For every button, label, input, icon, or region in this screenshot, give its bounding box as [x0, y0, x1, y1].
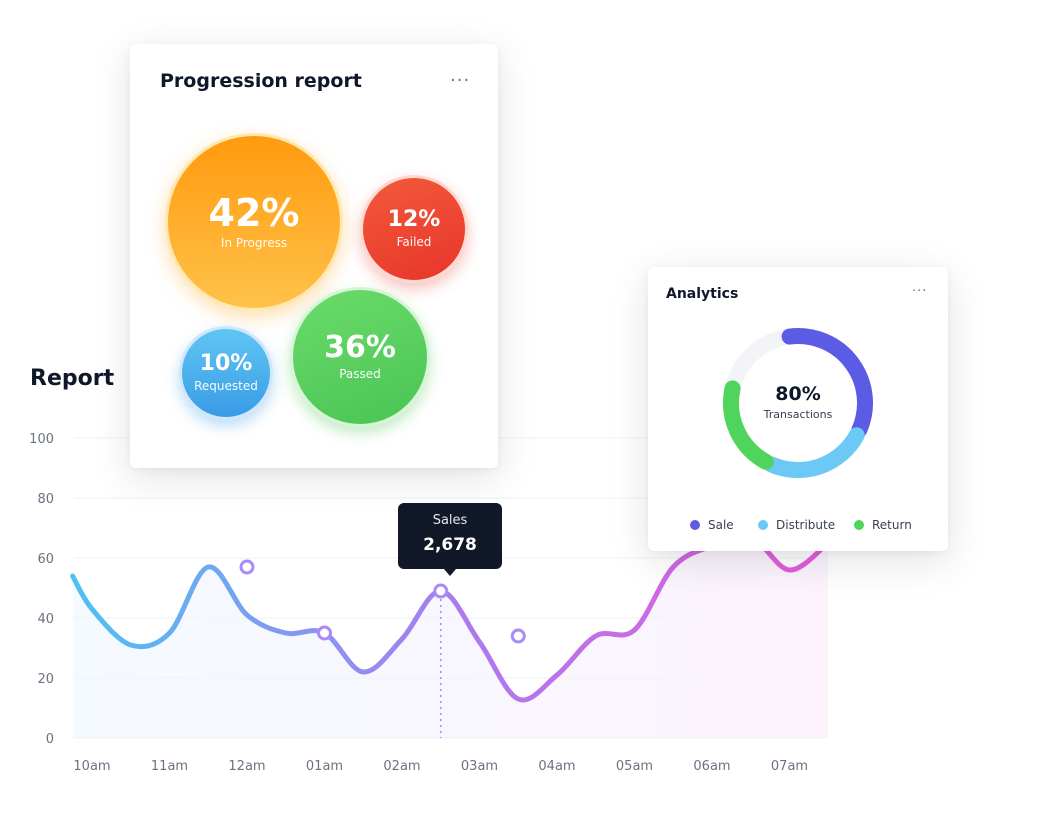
- donut-segment-return: [723, 380, 774, 470]
- legend-sale-label: Sale: [708, 518, 734, 532]
- bubble-failed-value: 12%: [387, 207, 441, 232]
- bubble-failed: 12% Failed: [360, 175, 468, 283]
- x-tick-label: 02am: [383, 759, 420, 774]
- y-tick-label: 100: [29, 432, 54, 447]
- chart-area-fill: [72, 535, 829, 738]
- legend-return-dot: [854, 520, 864, 530]
- x-tick-label: 05am: [616, 759, 653, 774]
- bubble-in-progress-value: 42%: [208, 191, 300, 235]
- donut-segment-distribute: [763, 427, 865, 478]
- bubble-passed-label: Passed: [339, 367, 381, 381]
- y-tick-label: 80: [37, 492, 54, 507]
- x-tick-label: 10am: [73, 759, 110, 774]
- donut-center-value: 80%: [775, 383, 821, 405]
- donut-segment-sale: [781, 328, 873, 438]
- x-tick-label: 04am: [538, 759, 575, 774]
- y-tick-label: 60: [37, 552, 54, 567]
- bubble-requested-label: Requested: [194, 379, 258, 393]
- x-tick-label: 06am: [693, 759, 730, 774]
- bubble-passed-value: 36%: [324, 330, 396, 365]
- legend-return-label: Return: [872, 518, 912, 532]
- bubble-in-progress-label: In Progress: [220, 236, 288, 250]
- data-point-marker[interactable]: [239, 559, 255, 575]
- data-point-marker[interactable]: [433, 583, 449, 599]
- bubble-requested: 10% Requested: [179, 326, 273, 420]
- y-tick-label: 20: [37, 672, 54, 687]
- x-tick-label: 12am: [228, 759, 265, 774]
- data-point-marker[interactable]: [510, 628, 526, 644]
- tooltip-value: 2,678: [423, 535, 477, 555]
- data-point-marker[interactable]: [317, 625, 332, 641]
- bubble-requested-value: 10%: [199, 351, 253, 376]
- progression-menu-icon[interactable]: ···: [450, 70, 471, 91]
- progression-report-card: Progression report ··· 42% In Progress 1…: [130, 44, 498, 468]
- bubble-failed-label: Failed: [396, 235, 432, 249]
- legend-sale-dot: [690, 520, 700, 530]
- y-tick-label: 0: [46, 732, 54, 747]
- sales-tooltip: Sales 2,678: [398, 503, 502, 576]
- x-tick-label: 03am: [461, 759, 498, 774]
- legend-sale: Sale: [690, 518, 734, 532]
- analytics-title: Analytics: [666, 286, 739, 302]
- analytics-menu-icon[interactable]: ···: [912, 284, 928, 299]
- legend-distribute-label: Distribute: [776, 518, 836, 532]
- legend-distribute-dot: [758, 520, 768, 530]
- x-tick-label: 07am: [771, 759, 808, 774]
- bubble-passed: 36% Passed: [290, 287, 430, 427]
- tooltip-label: Sales: [432, 513, 468, 528]
- transactions-donut: [723, 328, 873, 478]
- donut-center-label: Transactions: [763, 408, 833, 421]
- report-title: Report: [30, 366, 115, 391]
- bubble-in-progress: 42% In Progress: [165, 133, 343, 311]
- analytics-card: Analytics ··· 80% Transactions: [648, 267, 948, 551]
- x-tick-label: 01am: [306, 759, 343, 774]
- x-tick-label: 11am: [151, 759, 188, 774]
- progression-report-title: Progression report: [160, 70, 362, 92]
- y-tick-label: 40: [37, 612, 54, 627]
- legend-distribute: Distribute: [758, 518, 835, 532]
- legend-return: Return: [854, 518, 912, 532]
